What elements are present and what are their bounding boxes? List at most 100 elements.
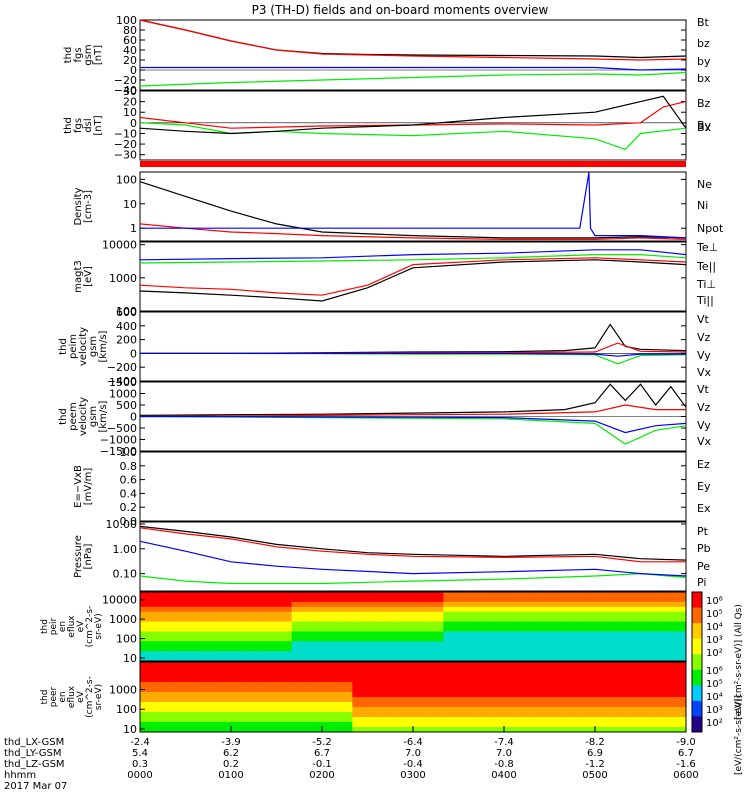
spectrogram-cell (443, 631, 459, 637)
spectrogram-cell (215, 717, 232, 723)
spectrogram-cell (367, 616, 384, 623)
spectrogram-cell (579, 616, 596, 623)
spectrogram-cell (413, 656, 429, 662)
legend-Bx: Bx (697, 121, 712, 134)
spectrogram-cell (170, 727, 186, 733)
spectrogram-cell (549, 621, 566, 627)
spectrogram-cell (337, 667, 353, 673)
spectrogram-cell (352, 677, 368, 683)
spectrogram-cell (185, 606, 202, 613)
spectrogram-cell (610, 616, 626, 623)
spectrogram-cell (185, 707, 202, 713)
spectrogram-cell (337, 717, 353, 723)
spectrogram-cell (306, 631, 323, 637)
spectrogram-cell (443, 727, 459, 733)
spectrogram-cell (655, 687, 672, 693)
spectrogram-cell (488, 636, 505, 642)
spectrogram-cell (443, 687, 459, 693)
spectrogram-cell (291, 717, 308, 723)
y-label: peer (49, 686, 59, 707)
spectrogram-cell (549, 682, 566, 688)
spectrogram-cell (579, 592, 596, 598)
spectrogram-cell (504, 636, 520, 642)
spectrogram-cell (579, 662, 596, 668)
spectrogram-cell (231, 727, 247, 733)
y-label: eflux (67, 615, 77, 638)
y-tick-label: 500 (116, 399, 137, 412)
spectrogram-cell (397, 687, 414, 693)
spectrogram-cell (413, 596, 429, 603)
spectrogram-cell (322, 702, 338, 708)
spectrogram-cell (428, 712, 444, 718)
spectrogram-cell (231, 621, 247, 627)
spectrogram-cell (322, 662, 338, 668)
spectrogram-cell (322, 631, 338, 637)
spectrogram-cell (519, 646, 535, 652)
spectrogram-cell (276, 601, 293, 608)
spectrogram-cell (140, 636, 156, 642)
spectrogram-cell (610, 646, 626, 652)
spectrogram-cell (246, 692, 262, 698)
spectrogram-cell (337, 592, 353, 598)
spectrogram-cell (231, 687, 247, 693)
spectrogram-cell (352, 592, 368, 598)
series-Pe (139, 572, 687, 585)
spectrogram-cell (306, 656, 323, 662)
spectrogram-cell (549, 667, 566, 673)
spectrogram-cell (595, 707, 611, 713)
spectrogram-cell (428, 697, 444, 703)
legend-by: by (697, 55, 711, 68)
y-tick-label: 600 (116, 306, 137, 319)
spectrogram-cell (200, 707, 217, 713)
spectrogram-cell (670, 626, 687, 632)
spectrogram-cell (185, 722, 202, 728)
spectrogram-cell (458, 697, 475, 703)
spectrogram-cell (640, 667, 657, 673)
spectrogram-cell (261, 646, 277, 652)
spectrogram-cell (625, 727, 641, 733)
spectrogram-cell (185, 646, 202, 652)
spectrogram-cell (564, 697, 581, 703)
spectrogram-cell (291, 667, 308, 673)
spectrogram-cell (443, 592, 459, 598)
y-label: gsm (88, 336, 99, 357)
y-tick-label: −40 (114, 84, 137, 97)
spectrogram-cell (352, 712, 368, 718)
series-Vy (139, 415, 687, 445)
spectrogram-cell (367, 687, 384, 693)
spectrogram-cell (155, 621, 171, 627)
spectrogram-cell (595, 702, 611, 708)
colorbar-label: 10⁴ (706, 622, 723, 633)
series-Te|| (139, 259, 687, 302)
y-label: [nPa] (83, 543, 94, 569)
spectrogram-cell (155, 592, 171, 598)
spectrogram-cell (200, 677, 217, 683)
spectrogram-cell (397, 712, 414, 718)
spectrogram-cell (625, 682, 641, 688)
spectrogram-cell (670, 596, 687, 603)
spectrogram-cell (610, 596, 626, 603)
spectrogram-cell (458, 592, 475, 598)
spectrogram-cell (428, 606, 444, 613)
spectrogram-cell (579, 631, 596, 637)
legend-Vx: Vx (697, 366, 712, 379)
spectrogram-cell (291, 707, 308, 713)
spectrogram-cell (200, 692, 217, 698)
spectrogram-cell (170, 592, 186, 598)
spectrogram-cell (231, 717, 247, 723)
spectrogram-cell (579, 601, 596, 608)
spectrogram-cell (534, 641, 550, 647)
spectrogram-cell (155, 687, 171, 693)
spectrogram-cell (215, 682, 232, 688)
spectrogram-cell (610, 727, 626, 733)
spectrogram-cell (640, 722, 657, 728)
spectrogram-cell (291, 687, 308, 693)
y-label: thd (63, 117, 74, 134)
spectrogram-cell (504, 616, 520, 623)
y-label: (cm^2-s- (85, 676, 95, 718)
spectrogram-cell (291, 636, 308, 642)
spectrogram-cell (140, 727, 156, 733)
spectrogram-cell (155, 606, 171, 613)
spectrogram-cell (170, 677, 186, 683)
spectrogram-cell (564, 712, 581, 718)
